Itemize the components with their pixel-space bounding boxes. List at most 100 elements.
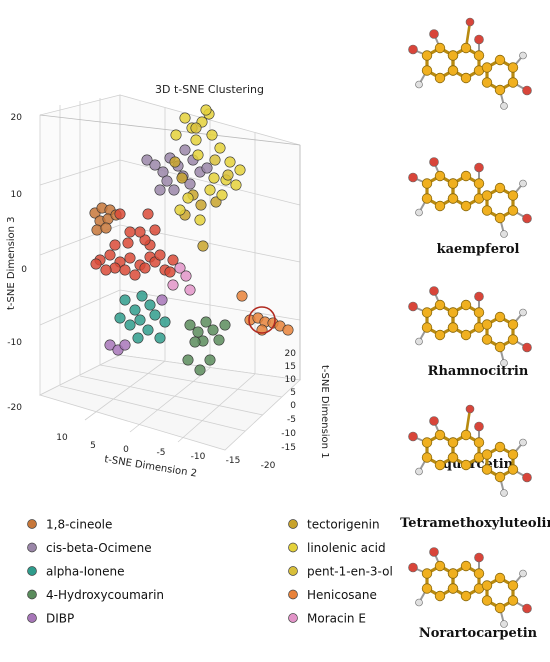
data-point bbox=[170, 129, 182, 141]
scatter-points bbox=[89, 104, 294, 376]
legend-label: 4-Hydroxycoumarin bbox=[46, 588, 164, 602]
data-point bbox=[214, 142, 226, 154]
x-tick-label: -10 bbox=[281, 429, 296, 439]
x-tick-label: -5 bbox=[287, 415, 296, 425]
x-tick-label: 15 bbox=[285, 362, 296, 372]
y-ticks: 10 5 0 -5 -10 -15 -20 bbox=[56, 433, 275, 471]
molecule-structure bbox=[408, 286, 532, 367]
molecule-name: Tetramethoxyluteolin bbox=[400, 516, 550, 531]
data-point bbox=[169, 156, 181, 168]
data-point bbox=[142, 208, 154, 220]
data-point bbox=[149, 159, 161, 171]
molecule-structure bbox=[408, 404, 532, 497]
data-point bbox=[134, 314, 146, 326]
data-point bbox=[134, 226, 146, 238]
legend-marker bbox=[27, 542, 37, 553]
data-point bbox=[119, 294, 131, 306]
z-tick-label: 0 bbox=[21, 265, 27, 275]
data-point bbox=[104, 339, 116, 351]
data-point bbox=[236, 290, 248, 302]
data-point bbox=[122, 237, 134, 249]
data-point bbox=[216, 189, 228, 201]
legend-marker bbox=[27, 566, 37, 576]
y-tick-label: 10 bbox=[56, 433, 68, 443]
data-point bbox=[204, 354, 216, 366]
data-point bbox=[119, 264, 131, 276]
data-point bbox=[219, 319, 231, 331]
z-tick-label: 20 bbox=[11, 113, 23, 123]
data-point bbox=[136, 290, 148, 302]
data-point bbox=[179, 112, 191, 124]
data-point bbox=[230, 179, 242, 191]
molecule-name: kaempferol bbox=[437, 242, 520, 257]
data-point bbox=[104, 249, 116, 261]
z-axis-label: t-SNE Dimension 3 bbox=[6, 216, 17, 310]
legend-marker bbox=[288, 519, 298, 529]
molecule-structure bbox=[408, 17, 532, 110]
molecule-panel: quercetinkaempferolRhamnocitrinTetrameth… bbox=[400, 17, 550, 641]
data-point bbox=[182, 354, 194, 366]
data-point bbox=[204, 184, 216, 196]
data-point bbox=[282, 324, 294, 336]
legend-marker bbox=[27, 589, 37, 600]
data-point bbox=[149, 224, 161, 236]
y-tick-label: 5 bbox=[90, 441, 96, 451]
molecule-name: Norartocarpetin bbox=[419, 626, 538, 641]
data-point bbox=[192, 149, 204, 161]
data-point bbox=[176, 172, 188, 184]
data-point bbox=[157, 166, 169, 178]
data-point bbox=[174, 262, 186, 274]
data-point bbox=[129, 304, 141, 316]
data-point bbox=[154, 332, 166, 344]
data-point bbox=[207, 324, 219, 336]
legend-label: 1,8-cineole bbox=[46, 518, 112, 532]
chart-title: 3D t-SNE Clustering bbox=[155, 83, 264, 96]
y-tick-label: 0 bbox=[123, 445, 129, 455]
axis-labels: 3D t-SNE Clustering t-SNE Dimension 3 t-… bbox=[6, 83, 330, 480]
data-point bbox=[159, 316, 171, 328]
data-point bbox=[124, 226, 136, 238]
legend-marker bbox=[288, 542, 298, 553]
data-point bbox=[184, 319, 196, 331]
z-tick-label: -10 bbox=[7, 338, 22, 348]
data-point bbox=[184, 284, 196, 296]
molecule-name: Rhamnocitrin bbox=[428, 364, 529, 379]
data-point bbox=[139, 234, 151, 246]
x-tick-label: 10 bbox=[285, 375, 297, 385]
data-point bbox=[144, 299, 156, 311]
molecule-structure bbox=[408, 157, 532, 238]
legend-label: Moracin E bbox=[307, 612, 366, 626]
data-point bbox=[182, 192, 194, 204]
z-tick-label: -20 bbox=[7, 403, 22, 413]
data-point bbox=[168, 184, 180, 196]
data-point bbox=[132, 332, 144, 344]
legend: 1,8-cineole cis-beta-Ocimene alpha-Ionene 4… bbox=[27, 518, 393, 626]
highlight-circle bbox=[248, 306, 276, 334]
data-point bbox=[124, 252, 136, 264]
legend-marker bbox=[27, 613, 37, 623]
z-ticks: 20 10 0 -10 -20 bbox=[7, 113, 27, 413]
data-point bbox=[222, 169, 234, 181]
x-ticks: -15 -10 -5 0 5 10 15 20 bbox=[281, 349, 296, 453]
data-point bbox=[91, 224, 103, 236]
legend-marker bbox=[288, 613, 298, 623]
legend-marker bbox=[288, 589, 298, 600]
data-point bbox=[190, 122, 202, 134]
data-point bbox=[90, 258, 102, 270]
data-point bbox=[167, 254, 179, 266]
legend-label: linolenic acid bbox=[307, 541, 386, 555]
x-tick-label: 5 bbox=[290, 388, 296, 398]
data-point bbox=[109, 239, 121, 251]
data-point bbox=[154, 249, 166, 261]
data-point bbox=[201, 162, 213, 174]
data-point bbox=[194, 364, 206, 376]
y-tick-label: -5 bbox=[157, 448, 166, 458]
data-point bbox=[200, 316, 212, 328]
data-point bbox=[100, 264, 112, 276]
legend-label: Henicosane bbox=[307, 588, 377, 602]
y-tick-label: -20 bbox=[261, 461, 276, 471]
legend-marker bbox=[288, 566, 298, 576]
data-point bbox=[209, 154, 221, 166]
data-point bbox=[194, 214, 206, 226]
